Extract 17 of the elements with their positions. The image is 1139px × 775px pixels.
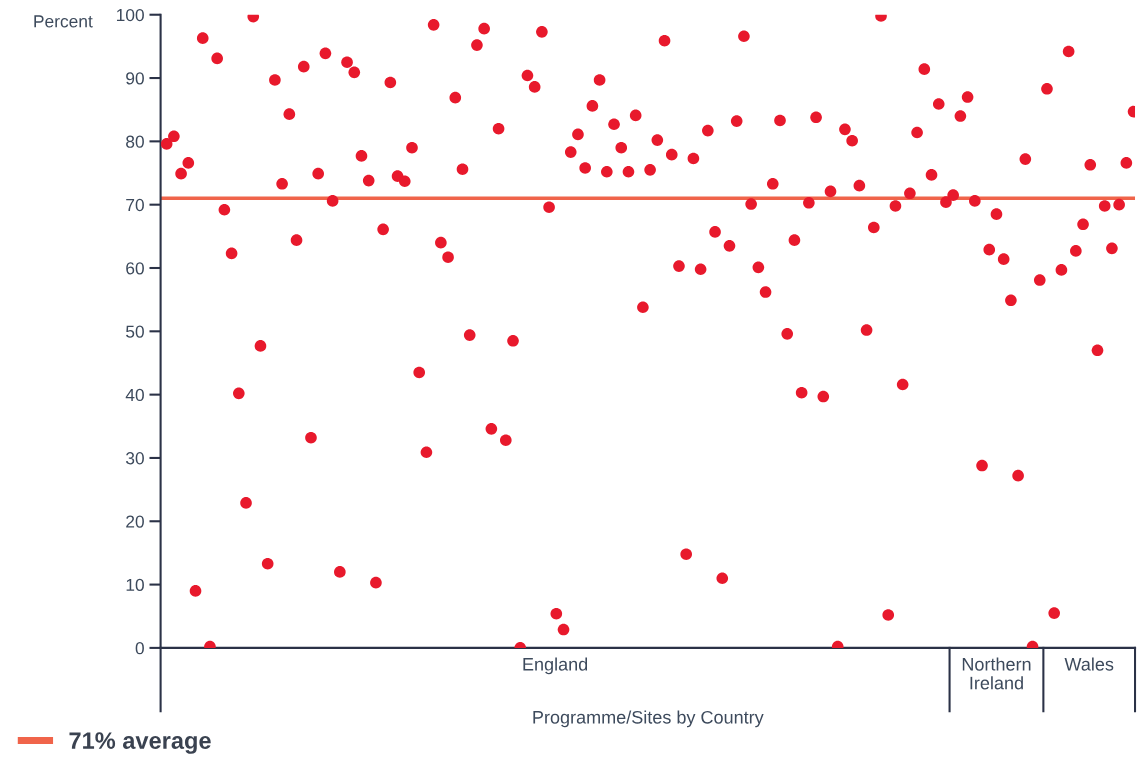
y-tick-label: 50 [126,325,144,338]
y-tick-label: 10 [126,578,144,592]
text: Wales [1064,657,1114,671]
y-tick-label: 60 [126,262,144,275]
y-tick-label: 20 [126,515,144,528]
y-tick-label: 80 [126,135,144,148]
text: England [523,657,588,675]
y-tick-label: 90 [126,72,144,85]
y-axis-title: Percent [34,15,93,28]
y-tick-label: 100 [116,8,144,22]
y-tick-label: 30 [125,452,144,465]
y-tick-label: 0 [135,642,144,655]
y-tick-label: 40 [125,388,144,402]
legend-label: 71% average [69,732,211,754]
x-axis-title: Programme/Sites by Country [533,710,764,728]
y-tick-label: 70 [126,198,144,212]
text: Northern Ireland [962,657,1031,690]
